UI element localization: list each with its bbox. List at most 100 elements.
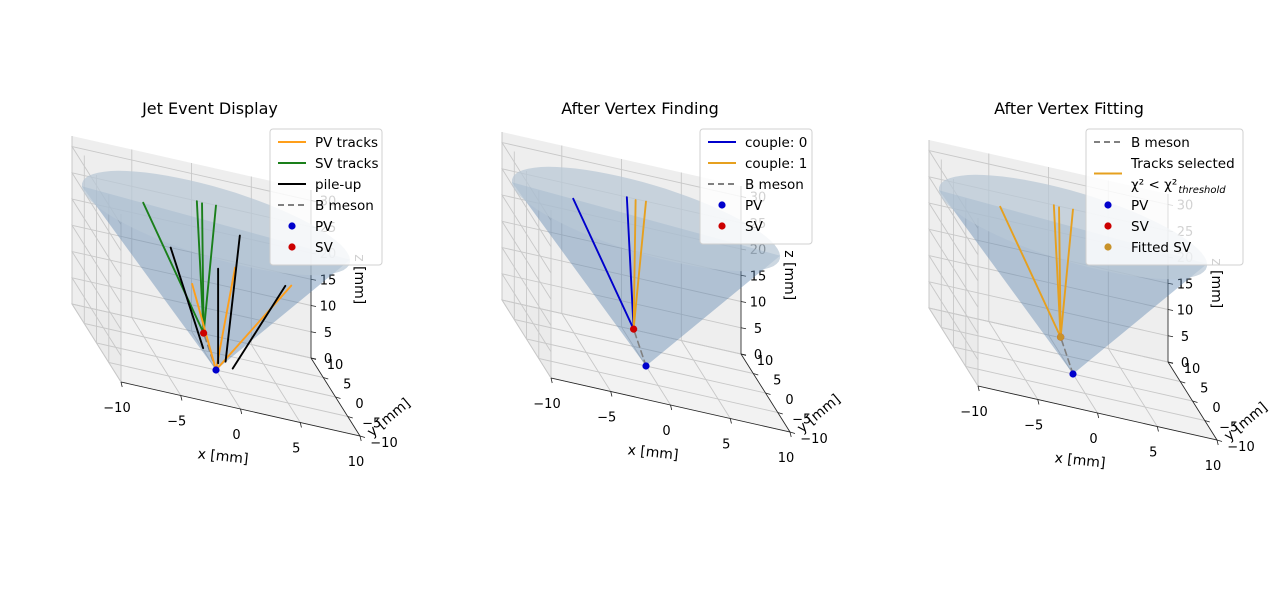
x-tick [240, 408, 243, 415]
z-tick [310, 305, 317, 307]
y-tick-label: −10 [1227, 440, 1254, 455]
z-tick-label: 0 [1181, 356, 1189, 371]
z-tick-label: 0 [754, 348, 762, 363]
y-tick [765, 392, 771, 395]
x-tick-label: −10 [533, 397, 560, 412]
y-tick [1204, 420, 1210, 423]
z-tick-label: 5 [754, 322, 762, 337]
legend-dot-symbol [718, 201, 726, 209]
track-sv-tracks [142, 201, 205, 335]
x-tick [1037, 399, 1040, 405]
legend-box [1085, 128, 1244, 266]
x-axis-label: x [mm] [197, 446, 249, 467]
z-tick-label: 0 [324, 352, 332, 367]
x-tick [1097, 412, 1100, 419]
x-tick-label: −10 [103, 401, 130, 416]
legend-label: B meson [745, 177, 804, 193]
z-tick-label: 10 [320, 300, 337, 315]
legend: couple: 0 couple: 1 B meson PV SV [699, 128, 813, 245]
track-pv-tracks [215, 284, 293, 371]
x-axis-label: x [mm] [627, 442, 679, 463]
panel-title: Jet Event Display [141, 99, 278, 118]
x-tick-label: −10 [960, 405, 987, 420]
x-tick-label: −5 [597, 411, 616, 426]
y-tick [1192, 400, 1198, 403]
legend-dot-symbol [1104, 243, 1112, 251]
x-tick-label: 0 [232, 428, 240, 443]
panel-title: After Vertex Finding [561, 99, 719, 118]
y-tick [359, 435, 366, 438]
grid-line [928, 281, 1169, 361]
y-tick [777, 412, 783, 415]
z-tick-label: 5 [324, 326, 332, 341]
y-tick-label: 5 [773, 374, 781, 389]
y-tick-label: −5 [1219, 421, 1238, 436]
track-b-meson [632, 328, 647, 367]
z-tick-label: 10 [750, 296, 767, 311]
track-pile-up [231, 284, 287, 370]
legend: B meson Tracks selected χ² < χ² threshold PV… [1085, 128, 1244, 266]
legend-dot-symbol [718, 222, 726, 230]
y-tick [335, 396, 341, 399]
z-tick-label: 10 [1177, 304, 1194, 319]
y-tick-label: −5 [792, 413, 811, 428]
x-tick-label: 0 [662, 424, 670, 439]
legend-label: pile-up [315, 177, 361, 193]
legend-label: PV [1131, 198, 1149, 214]
track-couple-0 [572, 197, 635, 331]
z-tick [1167, 335, 1174, 338]
legend-label: SV tracks [315, 156, 379, 172]
grid-line [501, 273, 742, 353]
legend-label: SV [1131, 219, 1150, 235]
y-tick [1216, 439, 1223, 442]
z-tick [740, 327, 747, 330]
z-tick [310, 331, 317, 334]
z-tick-label: 15 [320, 273, 337, 288]
legend-label-subscript: threshold [1178, 185, 1226, 196]
vertex-sv [200, 329, 208, 337]
legend-dot-symbol [288, 222, 296, 230]
y-tick-label: −10 [800, 432, 827, 447]
track-couple-1 [632, 199, 637, 331]
x-tick [977, 385, 980, 392]
z-axis-label: z [mm] [351, 254, 367, 304]
vertex-pv [642, 362, 650, 370]
z-tick [740, 301, 747, 303]
x-tick-label: 0 [1089, 432, 1097, 447]
y-tick [789, 431, 796, 434]
x-tick [670, 404, 673, 411]
legend-label: SV [315, 240, 334, 256]
z-tick-label: 15 [1177, 277, 1194, 292]
x-tick [120, 381, 123, 388]
legend-dot-symbol [288, 243, 296, 251]
vertex-pv [212, 366, 220, 374]
vertex-pv [1069, 370, 1077, 378]
y-tick-label: 10 [757, 354, 774, 369]
track-pv-tracks [215, 266, 237, 371]
y-tick-label: 0 [785, 393, 793, 408]
z-tick [1167, 282, 1174, 285]
legend-label: B meson [1131, 135, 1190, 151]
y-tick-label: −10 [370, 436, 397, 451]
x-tick-label: 5 [1149, 446, 1157, 461]
x-tick [729, 418, 732, 424]
track-couple-1 [632, 200, 647, 331]
legend-label: PV [315, 219, 333, 235]
y-tick-label: 0 [355, 397, 363, 412]
legend-label: Fitted SV [1131, 240, 1192, 256]
z-tick [1167, 309, 1174, 311]
track-pv-tracks [191, 283, 217, 371]
x-tick-label: 10 [778, 451, 795, 466]
legend-label-line2: χ² < χ² [1131, 177, 1177, 193]
jet-cone-cap [511, 166, 781, 272]
track-pile-up [224, 234, 241, 363]
x-tick [550, 377, 553, 384]
z-axis-label: z [mm] [1208, 258, 1224, 308]
legend-label: PV tracks [315, 135, 378, 151]
x-tick [1156, 426, 1159, 432]
track-pile-up [169, 246, 205, 350]
x-tick [1216, 439, 1219, 446]
x-tick-label: −5 [1024, 419, 1043, 434]
track-sv-tracks [202, 204, 217, 335]
